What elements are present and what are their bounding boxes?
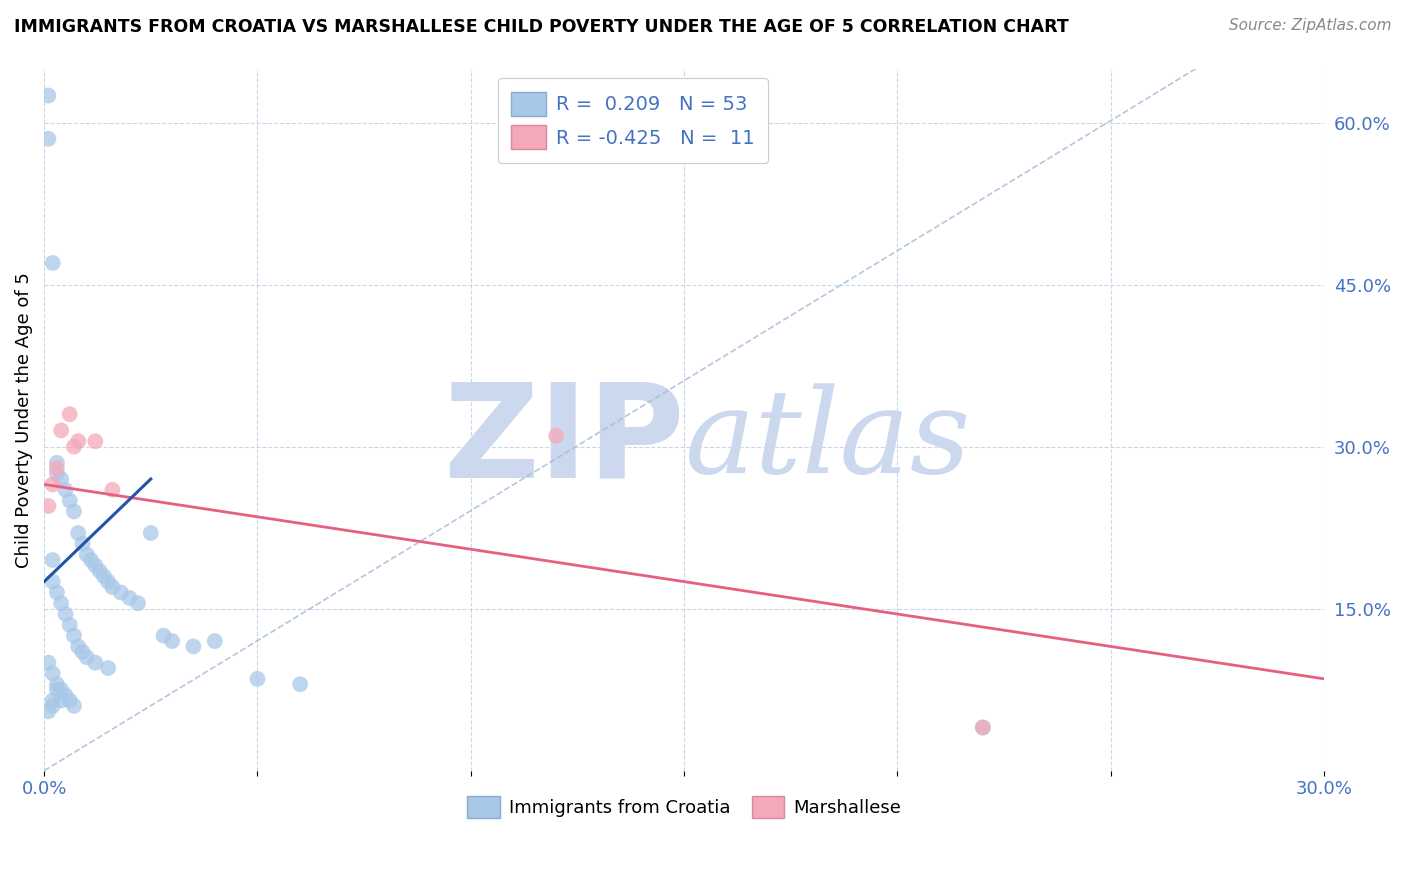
Legend: Immigrants from Croatia, Marshallese: Immigrants from Croatia, Marshallese [460,789,908,825]
Point [51,596,73,610]
Point [101,483,124,497]
Point [97,661,120,675]
Point [45,467,67,481]
Point [41,698,63,713]
Point [59,618,82,632]
Point [45,585,67,599]
Point [41,666,63,681]
Point [41,256,63,270]
Point [59,693,82,707]
Point [101,580,124,594]
Point [45,677,67,691]
Point [97,574,120,589]
Point [51,472,73,486]
Point [67,526,90,541]
Point [67,640,90,654]
Point [93,569,115,583]
Point [41,477,63,491]
Point [160,634,183,648]
Point [37,132,59,146]
Point [84,558,107,573]
Point [72,645,94,659]
Point [76,650,98,665]
Point [546,429,568,443]
Point [84,434,107,449]
Point [80,553,103,567]
Point [37,499,59,513]
Point [55,607,77,621]
Text: ZIP: ZIP [443,377,685,504]
Point [152,629,174,643]
Point [45,456,67,470]
Point [37,704,59,718]
Point [55,483,77,497]
Text: Source: ZipAtlas.com: Source: ZipAtlas.com [1229,18,1392,33]
Point [37,88,59,103]
Point [118,591,141,605]
Y-axis label: Child Poverty Under the Age of 5: Child Poverty Under the Age of 5 [15,272,32,567]
Point [84,656,107,670]
Text: atlas: atlas [685,384,970,498]
Point [41,693,63,707]
Point [246,672,269,686]
Point [183,640,205,654]
Point [89,564,111,578]
Point [67,434,90,449]
Point [972,721,994,735]
Point [41,553,63,567]
Point [63,698,86,713]
Point [51,693,73,707]
Point [37,656,59,670]
Point [59,407,82,421]
Point [288,677,311,691]
Point [110,585,132,599]
Point [63,504,86,518]
Point [63,440,86,454]
Point [63,629,86,643]
Point [972,721,994,735]
Point [139,526,162,541]
Point [45,682,67,697]
Point [76,548,98,562]
Point [51,682,73,697]
Point [204,634,226,648]
Point [55,688,77,702]
Point [127,596,149,610]
Text: IMMIGRANTS FROM CROATIA VS MARSHALLESE CHILD POVERTY UNDER THE AGE OF 5 CORRELAT: IMMIGRANTS FROM CROATIA VS MARSHALLESE C… [14,18,1069,36]
Point [41,574,63,589]
Point [59,493,82,508]
Point [72,537,94,551]
Point [45,461,67,475]
Point [51,424,73,438]
